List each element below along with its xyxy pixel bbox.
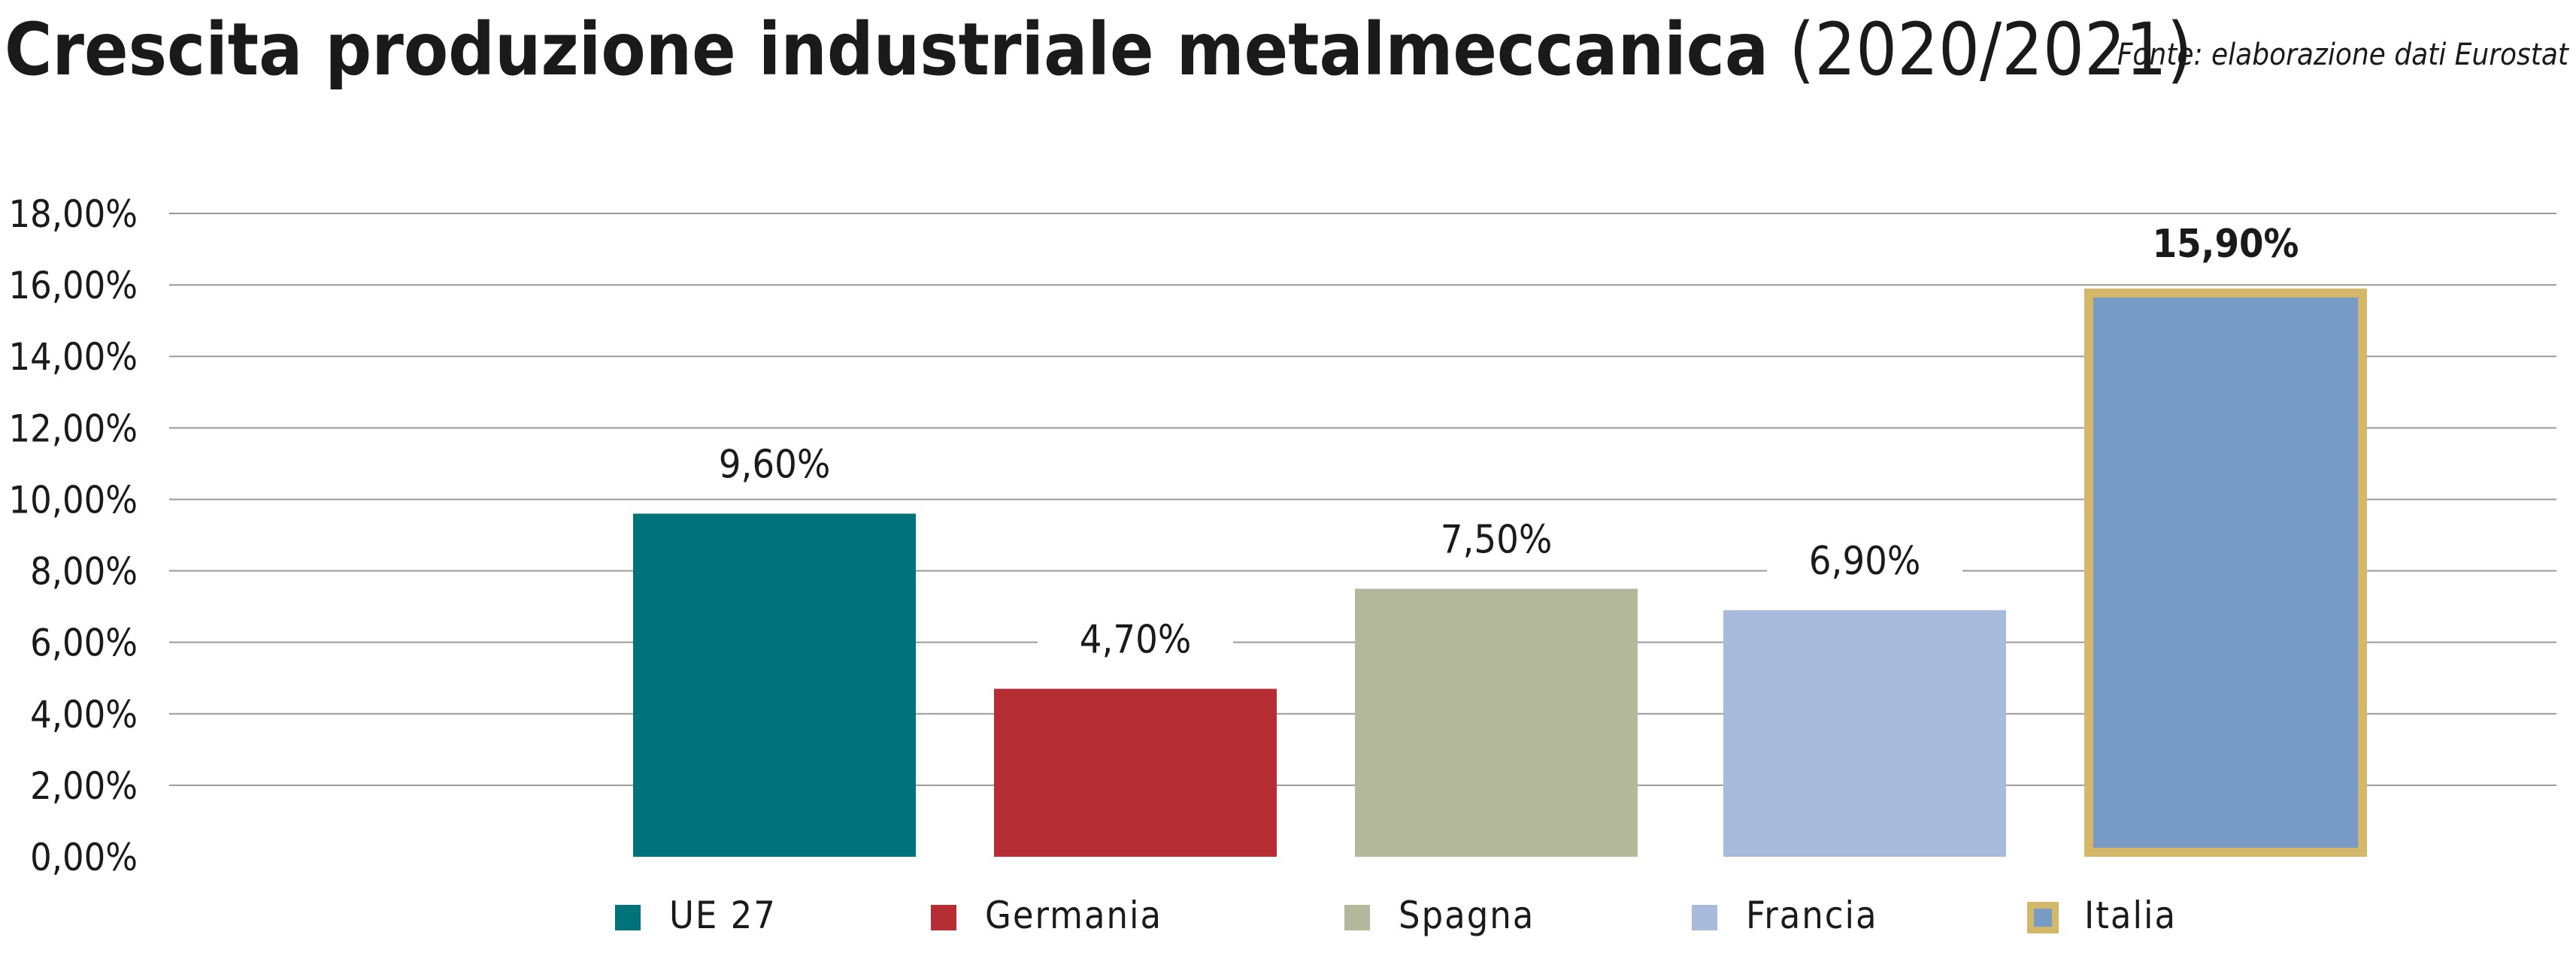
chart-title-period: (2020/2021) (1789, 8, 2193, 92)
data-label-background (1767, 530, 1962, 586)
y-tick-label: 8,00% (30, 550, 138, 594)
data-label-background (677, 434, 872, 490)
bars (633, 288, 2367, 858)
y-tick-label: 6,00% (30, 622, 138, 665)
data-label-francia: 6,90% (1809, 539, 1921, 584)
data-label-background (1038, 609, 1233, 665)
data-label-germania: 4,70% (1080, 617, 1192, 662)
y-tick-label: 10,00% (9, 478, 138, 522)
bar-ue-27 (633, 513, 916, 857)
legend-label-ue-27: UE 27 (669, 894, 777, 937)
legend-swatch-germania (931, 905, 956, 930)
bar-italia (2084, 288, 2367, 858)
legend-label-spagna: Spagna (1399, 894, 1535, 937)
legend: UE 27 Germania Spagna Francia Italia (615, 894, 2177, 937)
y-tick-label: 18,00% (9, 192, 138, 236)
bar-spagna (1355, 588, 1638, 857)
data-label-italia: 15,90% (2153, 222, 2299, 267)
chart-source: Fonte: elaborazione dati Eurostat (2117, 38, 2568, 72)
bar-germania (994, 688, 1277, 857)
legend-swatch-inner-italia (2034, 909, 2052, 927)
data-label-ue-27: 9,60% (719, 442, 831, 487)
data-label-background (1399, 509, 1594, 565)
y-tick-label: 0,00% (30, 836, 138, 879)
bar-francia (1723, 610, 2006, 857)
data-labels: 9,60% 4,70% 7,50% 6,90% 15,90% (677, 222, 2299, 665)
legend-swatch-ue-27 (615, 905, 641, 930)
chart-title-main: Crescita produzione industriale metalmec… (5, 8, 1769, 92)
y-tick-label: 12,00% (9, 407, 138, 450)
y-axis-ticks: 0,00% 2,00% 4,00% 6,00% 8,00% 10,00% 12,00% 14,… (9, 192, 138, 879)
legend-label-germania: Germania (985, 894, 1162, 937)
legend-label-francia: Francia (1746, 894, 1878, 937)
legend-swatch-spagna (1344, 905, 1370, 930)
y-tick-label: 14,00% (9, 335, 138, 379)
legend-label-italia: Italia (2084, 894, 2177, 937)
chart-title: Crescita produzione industriale metalmec… (5, 5, 2193, 95)
data-label-spagna: 7,50% (1441, 517, 1553, 562)
y-tick-label: 2,00% (30, 764, 138, 808)
y-tick-label: 16,00% (9, 264, 138, 307)
legend-swatch-francia (1692, 905, 1717, 930)
y-tick-label: 4,00% (30, 693, 138, 737)
